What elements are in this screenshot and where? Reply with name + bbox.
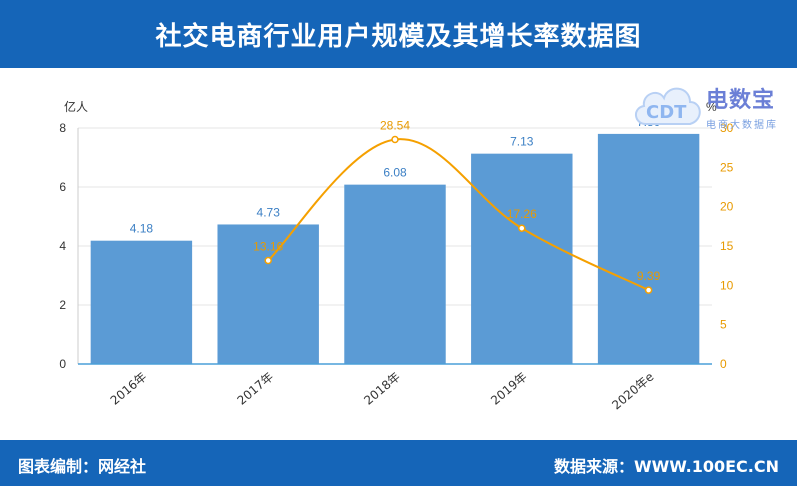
footer-credit: 图表编制：网经社	[18, 457, 147, 476]
bar-value-label: 6.08	[383, 166, 407, 180]
bar-value-label: 7.13	[510, 135, 534, 149]
right-tick-label: 15	[720, 239, 734, 253]
right-tick-label: 0	[720, 357, 727, 371]
logo-subtitle: 电商大数据库	[706, 120, 778, 131]
left-tick-label: 4	[59, 239, 66, 253]
right-axis-unit: %	[706, 100, 717, 114]
line-value-label: 17.26	[507, 207, 537, 221]
right-tick-label: 25	[720, 160, 734, 174]
right-tick-label: 5	[720, 318, 727, 332]
line-value-label: 28.54	[380, 118, 410, 132]
footer-source: 数据来源：WWW.100EC.CN	[553, 457, 779, 476]
bar-series: 4.184.736.087.137.80	[90, 115, 700, 364]
growth-rate-line	[267, 138, 650, 292]
right-tick-label: 30	[720, 121, 734, 135]
line-value-label: 13.16	[253, 239, 283, 253]
left-axis: 0 2 4 6 8 亿人	[59, 99, 88, 371]
bar-value-label: 4.18	[130, 222, 154, 236]
bar	[597, 133, 700, 364]
left-tick-label: 6	[59, 180, 66, 194]
logo-mark: CDT	[646, 102, 687, 123]
right-tick-label: 10	[720, 278, 734, 292]
bar	[90, 240, 193, 364]
line-point	[391, 135, 399, 144]
logo-title: 电数宝	[706, 88, 776, 113]
line-point	[518, 224, 526, 232]
x-tick-label: 2020年e	[609, 370, 656, 413]
x-tick-label: 2019年	[488, 370, 530, 408]
bar-value-label: 4.73	[257, 205, 281, 219]
x-tick-label: 2016年	[108, 370, 150, 408]
line-value-label: 9.39	[637, 269, 661, 283]
x-axis: 2016年 2017年 2018年 2019年 2020年e	[78, 363, 712, 413]
combo-chart: 4.184.736.087.137.80 13.1628.5417.269.39…	[59, 99, 734, 413]
line-point	[264, 256, 272, 265]
footer-bar: 图表编制：网经社 数据来源：WWW.100EC.CN	[0, 440, 797, 486]
bar	[344, 184, 446, 364]
x-tick-label: 2017年	[235, 370, 277, 408]
line-point	[644, 286, 653, 294]
left-axis-unit: 亿人	[64, 99, 88, 114]
x-tick-label: 2018年	[361, 370, 403, 408]
right-tick-label: 20	[720, 200, 734, 214]
line-series: 13.16 28.54 17.26 9.39	[253, 118, 661, 294]
bar	[471, 153, 573, 364]
left-tick-label: 8	[59, 121, 66, 135]
cloud-icon	[635, 87, 701, 125]
right-axis: 0 5 10 15 20 25 30%	[706, 100, 734, 371]
page-title: 社交电商行业用户规模及其增长率数据图	[155, 21, 642, 52]
header-bar: 社交电商行业用户规模及其增长率数据图	[0, 0, 797, 68]
left-tick-label: 2	[59, 298, 66, 312]
bar	[217, 224, 319, 364]
logo: CDT 电数宝 电商大数据库	[628, 74, 793, 138]
left-tick-label: 0	[59, 357, 66, 371]
